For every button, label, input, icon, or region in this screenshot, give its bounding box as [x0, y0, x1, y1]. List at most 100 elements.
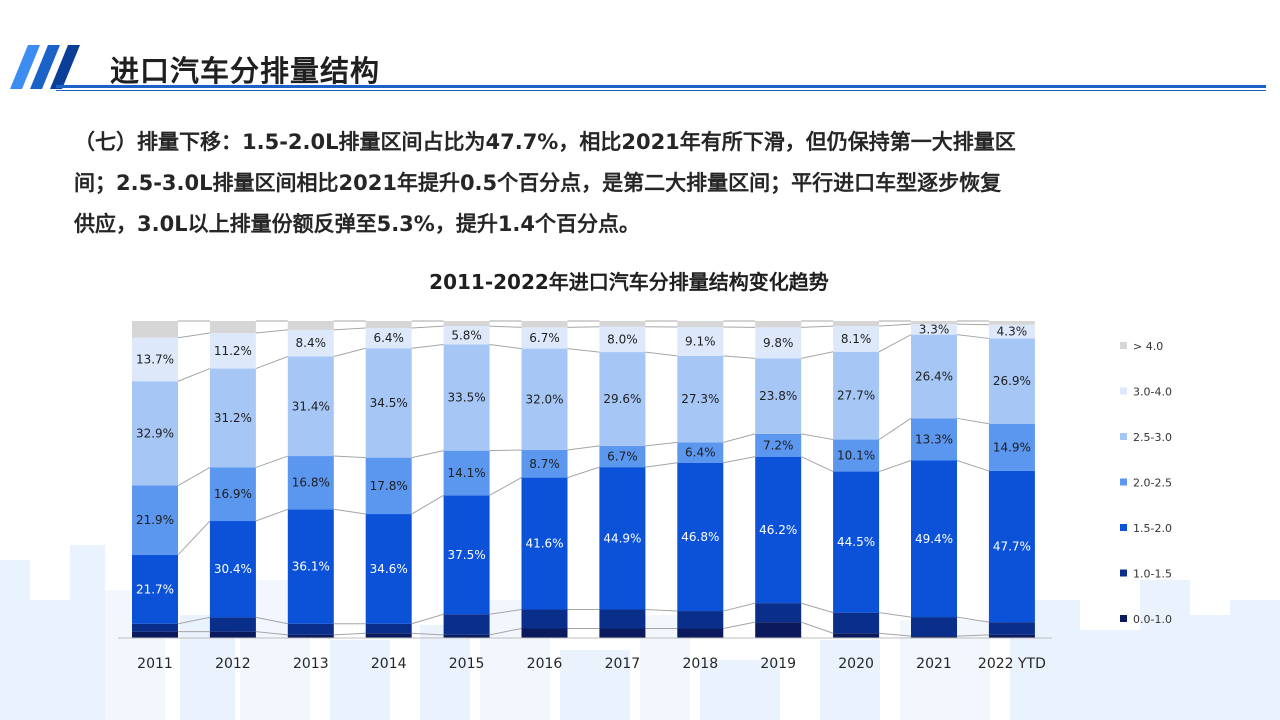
x-tick-label: 2013: [293, 656, 329, 672]
bar-segment: [287, 456, 334, 510]
bar-segment: [132, 381, 178, 486]
bar-segment: [833, 351, 880, 440]
x-tick-label: 2012: [215, 656, 251, 672]
series-connector-line: [255, 631, 288, 636]
data-label: 26.9%: [993, 374, 1031, 388]
bar-segment: [443, 634, 490, 638]
bar-segment: [521, 348, 568, 451]
data-label: 8.1%: [841, 332, 872, 346]
series-connector-line: [411, 450, 444, 459]
data-label: 34.5%: [370, 396, 408, 410]
bar-segment: [599, 321, 646, 327]
series-connector-line: [255, 455, 288, 468]
bar-segment: [911, 460, 957, 618]
data-label: 44.9%: [603, 531, 641, 545]
bar-segment: [209, 321, 256, 334]
data-label: 16.8%: [292, 476, 330, 490]
series-connector-line: [723, 433, 756, 443]
series-connector-line: [645, 351, 678, 357]
x-tick-label: 2019: [760, 656, 796, 672]
bar-segment: [209, 467, 256, 522]
bar-segment: [287, 623, 334, 635]
bar-segment: [755, 456, 802, 604]
x-tick-label: 2015: [449, 656, 485, 672]
x-tick-label: 2021: [916, 656, 952, 672]
bar-segment: [677, 321, 724, 328]
series-connector-line: [333, 347, 366, 357]
series-connector-line: [567, 466, 600, 479]
series-connector-line: [801, 621, 834, 634]
data-label: 14.1%: [448, 466, 486, 480]
series-connector-line: [956, 417, 989, 425]
data-label: 13.7%: [136, 353, 174, 367]
series-connector-line: [645, 462, 678, 468]
bar-segment: [599, 467, 646, 610]
bar-segment: [521, 609, 568, 629]
summary-line: 供应，3.0L以上排量份额反弹至5.3%，提升1.4个百分点。: [74, 212, 641, 236]
data-label: 4.3%: [997, 325, 1028, 339]
data-label: 9.8%: [763, 336, 794, 350]
data-label: 46.8%: [681, 530, 719, 544]
bar-segment: [209, 333, 256, 369]
bar-segment: [988, 338, 1035, 424]
series-connector-line: [645, 608, 678, 612]
bar-segment: [365, 327, 412, 349]
bar-segment: [599, 352, 646, 446]
bar-segment: [988, 634, 1035, 638]
x-tick-label: 2020: [838, 656, 874, 672]
data-label: 8.7%: [529, 457, 560, 471]
series-connector-line: [723, 456, 756, 464]
series-connector-line: [567, 445, 600, 451]
bar-segment: [599, 445, 646, 468]
bar-segment: [988, 324, 1035, 339]
bar-segment: [911, 636, 957, 638]
series-connector-line: [489, 325, 522, 328]
bar-segment: [833, 439, 880, 472]
data-label: 8.4%: [296, 336, 327, 350]
legend-swatch: [1120, 615, 1127, 622]
bar-segment: [755, 433, 802, 457]
bar-segment: [677, 462, 724, 612]
data-label: 46.2%: [759, 523, 797, 537]
data-label: 26.4%: [915, 369, 953, 383]
series-connector-line: [567, 326, 600, 328]
chart-title: 2011-2022年进口汽车分排量结构变化趋势: [429, 270, 829, 294]
series-connector-line: [801, 433, 834, 441]
legend-label: 0.0-1.0: [1133, 613, 1172, 626]
bar-segment: [755, 358, 802, 434]
bar-segment: [521, 327, 568, 349]
bar-segment: [443, 344, 490, 451]
bar-segment: [209, 631, 256, 638]
bar-segment: [365, 514, 412, 624]
data-label: 37.5%: [448, 548, 486, 562]
bar-segment: [911, 617, 957, 637]
series-connector-line: [878, 460, 912, 473]
data-label: 10.1%: [837, 449, 875, 463]
data-label: 6.7%: [607, 450, 638, 464]
series-connector-line: [567, 348, 600, 353]
bar-segment: [677, 355, 724, 443]
legend-swatch: [1120, 569, 1127, 577]
bar-segment: [599, 326, 646, 353]
bar-segment: [599, 609, 646, 629]
bar-segment: [677, 327, 724, 356]
bar-segment: [521, 450, 568, 478]
data-label: 47.7%: [993, 540, 1031, 554]
x-tick-label: 2016: [527, 656, 563, 672]
series-connector-line: [878, 334, 912, 353]
bar-segment: [521, 321, 568, 328]
bar-segment: [599, 628, 646, 638]
legend-label: 1.0-1.5: [1133, 568, 1172, 581]
series-connector-line: [801, 602, 834, 614]
bar-segment: [209, 521, 256, 618]
data-label: 49.4%: [915, 532, 953, 546]
bar-segment: [209, 368, 256, 468]
data-label: 6.4%: [373, 331, 404, 345]
legend-label: 3.0-4.0: [1133, 386, 1172, 399]
series-connector-line: [411, 632, 444, 636]
series-connector-line: [956, 616, 989, 623]
series-connector-line: [333, 508, 366, 515]
header-stripes-icon: [10, 45, 80, 89]
x-tick-label: 2017: [605, 656, 641, 672]
series-connector-line: [177, 616, 210, 625]
